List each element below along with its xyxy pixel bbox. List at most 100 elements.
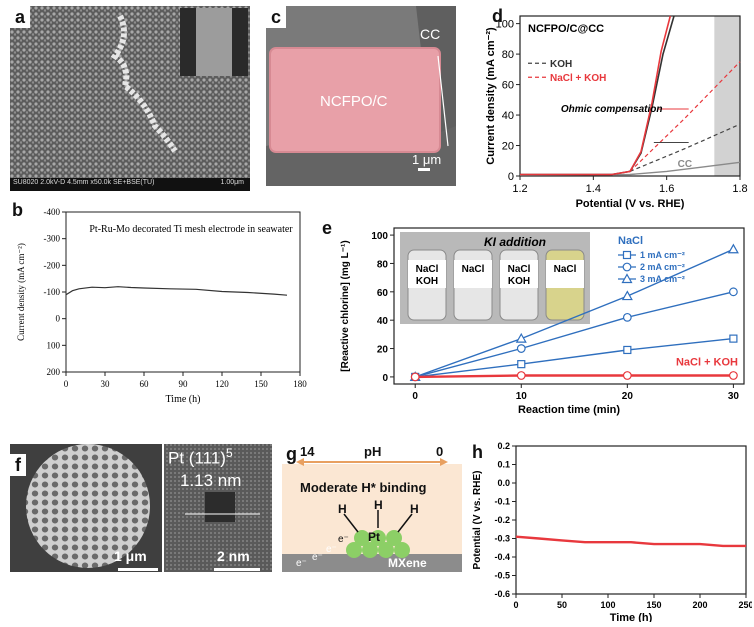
x-tick-label: 150 xyxy=(646,600,661,610)
y-tick-label: -0.4 xyxy=(494,552,510,562)
y-tick-label: -0.6 xyxy=(494,589,510,599)
data-point xyxy=(729,334,738,343)
data-point xyxy=(728,287,738,297)
x-tick-label: 60 xyxy=(140,379,150,389)
x-tick-label: 30 xyxy=(728,391,740,402)
vial-label: KOH xyxy=(508,276,530,287)
y-axis-label: Potential (V vs. RHE) xyxy=(472,471,483,570)
x-tick-label: 180 xyxy=(293,379,307,389)
plane-count: 5 xyxy=(225,446,233,460)
series-line-3 xyxy=(414,248,734,378)
panel-label-c: c xyxy=(266,6,287,28)
data-point xyxy=(622,371,632,380)
y-tick-label: -0.1 xyxy=(494,497,510,507)
x-tick-label: 0 xyxy=(513,600,518,610)
vial-label-area xyxy=(546,260,584,288)
x-axis-label: Time (h) xyxy=(166,394,201,405)
schematic-g xyxy=(282,458,462,572)
sem-image-a xyxy=(10,6,250,191)
x-tick-label: 200 xyxy=(692,600,707,610)
scale-bar-f-right: 2 nm xyxy=(217,548,250,564)
vial-label: KOH xyxy=(416,276,438,287)
series-line-nacl-koh xyxy=(415,374,734,379)
vial-label-area xyxy=(408,260,446,288)
panel-h: h 0 50 100 150 200 250 0.2 0.1 0.0 -0.1 -0.2 -0.3 -0… xyxy=(470,440,754,624)
y-tick-label: 0.1 xyxy=(497,460,510,470)
material-label: NCFPO/C xyxy=(320,93,388,110)
data-point xyxy=(621,290,633,301)
plane-label: Pt (111) xyxy=(168,448,226,468)
x-tick-label: 100 xyxy=(600,600,615,610)
panel-e: e 0 10 20 30 0 20 40 60 80 100 Reaction time (min)… xyxy=(318,218,752,418)
hrtem-label: Pt (111)5 xyxy=(168,446,233,469)
h-atom-2: H xyxy=(374,498,383,512)
plot-frame xyxy=(515,445,747,595)
data-point xyxy=(410,372,420,382)
data-point xyxy=(516,344,526,353)
sem-caption: SU8020 2.0kV-D 4.5mm x50.0k SE+BSE(TU) xyxy=(13,179,155,186)
panel-a: a SU8020 2.0kV-D 4.5mm x50.0k SE+BSE(TU)… xyxy=(10,6,250,191)
chart-d: 1.2 1.4 1.6 1.8 0 20 40 60 80 100 Potential (V vs.… xyxy=(485,15,748,210)
chart-title: NCFPO/C@CC xyxy=(528,23,604,35)
x-tick-label: 250 xyxy=(738,600,752,610)
y-tick-label: 40 xyxy=(377,316,389,327)
x-axis-label: Reaction time (min) xyxy=(518,404,620,416)
x-tick-label: 120 xyxy=(215,379,229,389)
y-tick-label: -0.2 xyxy=(494,515,510,525)
series-line xyxy=(515,535,746,548)
panel-label-d: d xyxy=(492,6,503,26)
y-tick-label: 80 xyxy=(377,259,389,270)
plot-frame xyxy=(519,15,741,177)
panel-g: g 14 pH 0 Moderate H* binding H H H Pt M… xyxy=(282,444,462,572)
y-tick-label: 100 xyxy=(47,340,61,350)
ph-right: 0 xyxy=(436,444,444,459)
cc-label: CC xyxy=(678,159,692,170)
panel-label-g: g xyxy=(286,444,297,464)
sem-image-f xyxy=(10,444,272,572)
h-atom-1: H xyxy=(338,502,347,516)
panel-d: d 1.2 1.4 1.6 1.8 0 20 40 60 80 100 Potential (V v… xyxy=(458,4,752,210)
vial-label-area xyxy=(500,260,538,288)
data-point xyxy=(623,345,632,355)
panel-b: b 0 30 60 90 120 150 180 -400 -300 -200 -100 0 100 20… xyxy=(10,200,310,418)
electron-4: e⁻ xyxy=(338,534,349,545)
y-tick-label: 40 xyxy=(502,110,514,122)
legend-entry: 1 mA cm⁻² xyxy=(640,250,685,260)
series-line xyxy=(65,286,288,296)
panel-label-h: h xyxy=(472,442,483,462)
d-spacing-label: 1.13 nm xyxy=(180,471,242,490)
y-tick-label: 0.2 xyxy=(497,441,510,451)
nacl-koh-line xyxy=(520,15,672,176)
y-tick-label: 60 xyxy=(502,80,514,92)
y-axis-label: [Reactive chlorine] (mg L⁻¹) xyxy=(340,240,351,371)
data-point xyxy=(728,371,738,380)
cc-line xyxy=(519,161,741,176)
x-axis-label: Time (h) xyxy=(610,612,653,622)
electron-2: e⁻ xyxy=(312,552,323,563)
panel-label-b: b xyxy=(12,200,23,220)
plot-frame xyxy=(393,227,745,385)
scale-bar-f-left: 1 μm xyxy=(114,548,147,564)
vial-label: NaCl xyxy=(462,264,485,275)
shaded-region xyxy=(714,16,740,176)
data-point xyxy=(622,262,632,272)
inset-title: KI addition xyxy=(484,235,546,249)
vial-label: NaCl xyxy=(416,264,439,275)
x-tick-label: 1.4 xyxy=(586,183,601,195)
vial-label: NaCl xyxy=(554,264,577,275)
data-point xyxy=(622,250,632,260)
y-tick-label: -300 xyxy=(44,234,61,244)
y-tick-label: 200 xyxy=(47,367,61,377)
y-axis-label: Current density (mA cm⁻²) xyxy=(485,27,497,165)
series-line-1 xyxy=(415,337,734,378)
data-point xyxy=(515,332,527,343)
data-point xyxy=(727,243,739,254)
x-tick-label: 50 xyxy=(557,600,567,610)
y-tick-label: 100 xyxy=(371,231,388,242)
y-tick-label: 0.0 xyxy=(497,478,510,488)
x-tick-label: 0 xyxy=(64,379,69,389)
x-tick-label: 1.8 xyxy=(732,183,747,195)
y-tick-label: 20 xyxy=(502,141,514,153)
panel-label-e: e xyxy=(322,218,333,238)
data-point xyxy=(517,360,526,369)
